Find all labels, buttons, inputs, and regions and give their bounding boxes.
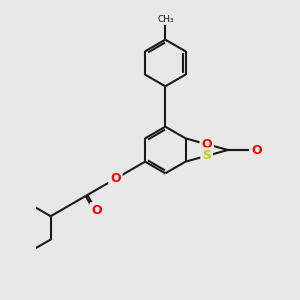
Text: O: O xyxy=(110,172,121,185)
Text: O: O xyxy=(251,143,262,157)
Text: CH₃: CH₃ xyxy=(0,245,1,254)
Text: CH₃: CH₃ xyxy=(157,15,174,24)
Text: O: O xyxy=(92,204,102,217)
Text: O: O xyxy=(201,138,212,151)
Text: S: S xyxy=(202,149,211,162)
